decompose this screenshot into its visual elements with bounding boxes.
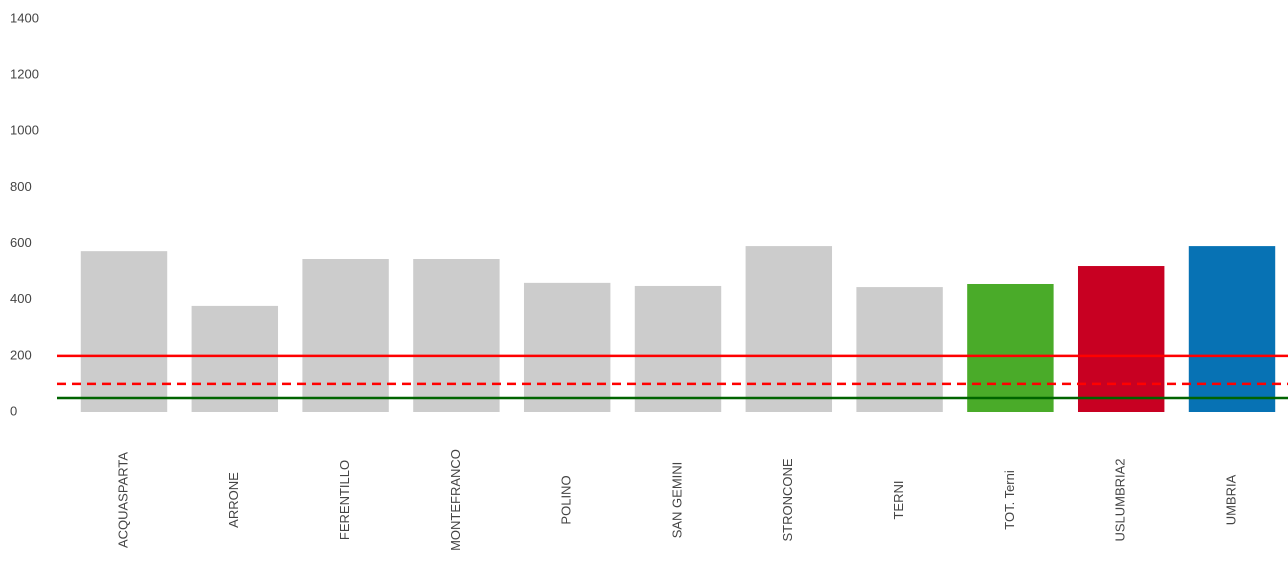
y-tick-label: 1400	[10, 10, 39, 25]
x-tick-label: STRONCONE	[780, 458, 795, 541]
y-tick-label: 0	[10, 403, 17, 418]
bar	[967, 283, 1054, 412]
bar	[523, 282, 611, 412]
y-tick-label: 800	[10, 179, 32, 194]
x-tick-label: TERNI	[891, 481, 906, 520]
bar	[302, 259, 389, 412]
y-tick-label: 1000	[10, 123, 39, 138]
x-tick-label: USLUMBRIA2	[1113, 458, 1128, 541]
bar	[80, 251, 168, 412]
bar	[1188, 246, 1276, 412]
y-tick-label: 1200	[10, 67, 39, 82]
bar	[745, 246, 833, 412]
bar	[634, 285, 722, 412]
x-tick-label: ACQUASPARTA	[115, 452, 130, 548]
bar	[856, 287, 943, 412]
x-tick-label: UMBRIA	[1223, 474, 1238, 525]
bar	[191, 305, 279, 412]
x-tick-label: MONTEFRANCO	[448, 449, 463, 551]
x-tick-label: POLINO	[559, 475, 574, 524]
x-tick-label: TOT. Terni	[1002, 470, 1017, 530]
x-tick-label: ARRONE	[226, 472, 241, 528]
y-tick-label: 600	[10, 235, 32, 250]
bar	[413, 259, 500, 412]
x-tick-label: SAN GEMINI	[669, 462, 684, 539]
bar	[1077, 266, 1165, 412]
y-tick-label: 200	[10, 347, 32, 362]
y-tick-label: 400	[10, 291, 32, 306]
x-tick-label: FERENTILLO	[337, 460, 352, 540]
